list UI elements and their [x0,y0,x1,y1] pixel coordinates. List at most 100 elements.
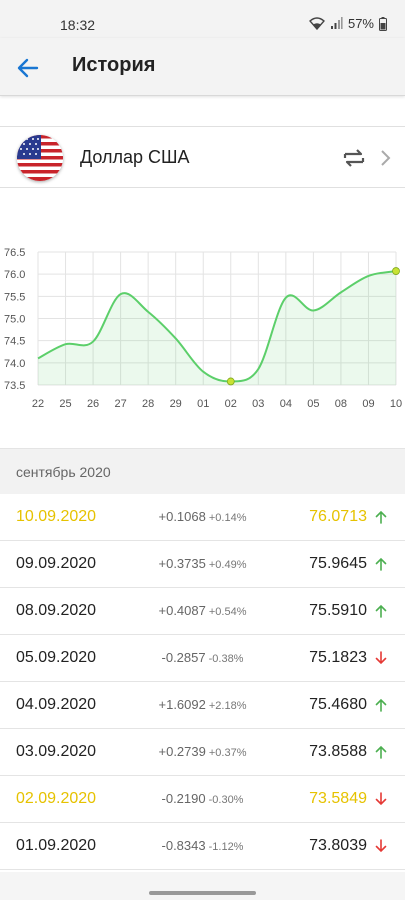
rate-change-abs: -0.2857 [161,650,206,665]
rate-change-abs: -0.8343 [161,838,206,853]
list-item[interactable]: 02.09.2020 -0.2190 -0.30% 73.5849 [0,776,405,823]
rate-change-pct: -0.30% [208,794,244,806]
rate-date: 03.09.2020 [16,743,97,760]
chevron-right-icon [379,148,393,168]
arrow-up-icon [375,510,387,524]
x-tick-label: 04 [280,398,292,410]
swap-arrows-icon [343,149,365,167]
rate-value: 75.1823 [309,649,367,666]
us-flag-icon [17,135,63,181]
rate-change-abs: +0.2739 [158,744,206,759]
x-tick-label: 10 [390,398,402,410]
rate-change-pct: -1.12% [208,841,244,853]
rate-change-abs: -0.2190 [161,791,206,806]
x-tick-label: 22 [32,398,44,410]
rate-change-abs: +0.3735 [158,556,206,571]
back-button[interactable] [14,54,42,82]
wifi-icon [308,17,325,30]
list-item[interactable]: 08.09.2020 +0.4087 +0.54% 75.5910 [0,588,405,635]
arrow-up-icon [375,698,387,712]
x-tick-label: 29 [170,398,182,410]
rate-change: -0.8343 -1.12% [0,838,405,853]
home-indicator[interactable] [149,891,256,895]
y-tick-label: 75.5 [4,291,25,303]
arrow-up-icon [375,745,387,759]
battery-icon [379,16,387,31]
rate-change: +0.4087 +0.54% [0,603,405,618]
rate-date: 01.09.2020 [16,837,97,854]
list-item[interactable]: 05.09.2020 -0.2857 -0.38% 75.1823 [0,635,405,682]
status-time: 18:32 [60,17,96,33]
rate-change: +0.3735 +0.49% [0,556,405,571]
rate-date: 04.09.2020 [16,696,97,713]
rate-change-abs: +1.6092 [158,697,206,712]
arrow-up-icon [375,557,387,571]
chart-point-marker [226,377,235,386]
list-item[interactable]: 03.09.2020 +0.2739 +0.37% 73.8588 [0,729,405,776]
rate-change: +0.1068 +0.14% [0,509,405,524]
chart-svg: 73.5 74.0 74.5 75.0 75.5 76.0 76.5 22 25 26 27 28 2… [4,247,402,410]
x-tick-label: 01 [197,398,209,410]
rate-change: -0.2190 -0.30% [0,791,405,806]
y-tick-label: 75.0 [4,314,25,326]
y-tick-label: 73.5 [4,380,25,392]
system-nav-bar [0,872,405,900]
rate-value: 73.8588 [309,743,367,760]
status-icons: 57% [308,16,387,31]
list-item[interactable]: 01.09.2020 -0.8343 -1.12% 73.8039 [0,823,405,870]
arrow-down-icon [375,839,387,853]
list-item[interactable]: 04.09.2020 +1.6092 +2.18% 75.4680 [0,682,405,729]
x-tick-label: 05 [307,398,319,410]
history-chart: 73.5 74.0 74.5 75.0 75.5 76.0 76.5 22 25 26 27 28 2… [0,240,405,415]
y-tick-label: 76.5 [4,247,25,259]
rate-change-pct: +0.14% [208,512,247,524]
rate-change-pct: -0.38% [208,653,244,665]
arrow-down-icon [375,651,387,665]
rate-change-pct: +0.49% [208,559,247,571]
chart-series-line [37,270,397,383]
rate-value: 75.9645 [309,555,367,572]
rate-value: 73.5849 [309,790,367,807]
rate-change-pct: +0.37% [208,747,247,759]
rate-date: 09.09.2020 [16,555,97,572]
signal-icon [330,17,343,30]
x-tick-label: 28 [142,398,154,410]
rate-change: +0.2739 +0.37% [0,744,405,759]
rate-change: -0.2857 -0.38% [0,650,405,665]
y-tick-label: 76.0 [4,269,25,281]
page-title: История [72,54,156,76]
chart-area-fill [38,271,396,385]
x-tick-label: 26 [87,398,99,410]
x-tick-label: 27 [114,398,126,410]
battery-level: 57% [347,16,374,31]
month-label: сентябрь 2020 [16,464,111,480]
rate-change-pct: +2.18% [208,700,247,712]
rate-value: 73.8039 [309,837,367,854]
rate-value: 75.5910 [309,602,367,619]
currency-selector[interactable]: Доллар США [0,126,405,188]
rate-value: 76.0713 [309,508,367,525]
rate-date: 05.09.2020 [16,649,97,666]
rate-change-pct: +0.54% [208,606,247,618]
y-tick-label: 74.5 [4,336,25,348]
currency-name: Доллар США [80,147,190,167]
rate-date: 02.09.2020 [16,790,97,807]
arrow-up-icon [375,604,387,618]
x-tick-label: 09 [362,398,374,410]
x-tick-label: 25 [59,398,71,410]
rate-value: 75.4680 [309,696,367,713]
arrow-down-icon [375,792,387,806]
list-item[interactable]: 09.09.2020 +0.3735 +0.49% 75.9645 [0,541,405,588]
y-tick-label: 74.0 [4,358,25,370]
arrow-left-icon [17,58,39,78]
rate-change: +1.6092 +2.18% [0,697,405,712]
rate-change-abs: +0.4087 [158,603,206,618]
app-bar: История [0,38,405,96]
chart-point-marker [392,267,400,275]
x-tick-label: 03 [252,398,264,410]
swap-button[interactable] [341,145,367,171]
x-tick-label: 08 [335,398,347,410]
x-tick-label: 02 [225,398,237,410]
month-header: сентябрь 2020 [0,448,405,494]
list-item[interactable]: 10.09.2020 +0.1068 +0.14% 76.0713 [0,494,405,541]
